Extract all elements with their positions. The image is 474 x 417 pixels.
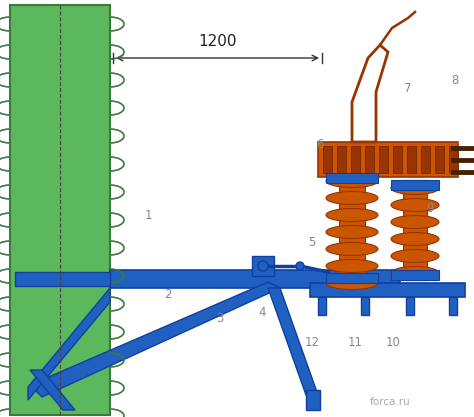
Ellipse shape	[326, 191, 378, 204]
Text: 4: 4	[258, 306, 266, 319]
Ellipse shape	[258, 261, 268, 271]
Ellipse shape	[391, 216, 439, 229]
Ellipse shape	[391, 266, 439, 279]
Polygon shape	[306, 390, 320, 410]
Text: 10: 10	[385, 336, 401, 349]
Text: 1: 1	[144, 208, 152, 221]
Ellipse shape	[326, 174, 378, 188]
Ellipse shape	[391, 198, 439, 211]
Polygon shape	[10, 5, 110, 415]
Ellipse shape	[391, 233, 439, 246]
Ellipse shape	[326, 259, 378, 272]
Polygon shape	[310, 283, 465, 297]
Polygon shape	[326, 273, 378, 283]
Text: 8: 8	[451, 73, 459, 86]
Text: 11: 11	[347, 336, 363, 349]
Polygon shape	[326, 173, 378, 183]
Text: 12: 12	[304, 336, 319, 349]
Polygon shape	[403, 180, 427, 280]
Polygon shape	[268, 288, 318, 395]
Polygon shape	[421, 146, 430, 173]
Text: forca.ru: forca.ru	[370, 397, 410, 407]
Text: 2: 2	[164, 289, 172, 301]
Polygon shape	[391, 180, 439, 190]
Polygon shape	[361, 297, 369, 315]
Text: 9: 9	[426, 201, 434, 214]
Polygon shape	[449, 146, 458, 173]
Polygon shape	[435, 146, 444, 173]
Polygon shape	[323, 146, 332, 173]
Text: 7: 7	[404, 81, 412, 95]
Text: 1200: 1200	[198, 34, 237, 49]
Polygon shape	[449, 297, 457, 315]
Polygon shape	[30, 370, 75, 410]
Polygon shape	[318, 297, 326, 315]
Polygon shape	[351, 146, 360, 173]
Polygon shape	[393, 146, 402, 173]
Ellipse shape	[391, 249, 439, 262]
Polygon shape	[318, 142, 458, 177]
Text: 3: 3	[216, 311, 224, 324]
Polygon shape	[379, 146, 388, 173]
Ellipse shape	[326, 208, 378, 221]
Ellipse shape	[326, 276, 378, 289]
Text: 6: 6	[316, 138, 324, 151]
Polygon shape	[15, 272, 110, 286]
Polygon shape	[28, 288, 110, 400]
Ellipse shape	[296, 262, 304, 270]
Polygon shape	[365, 146, 374, 173]
Ellipse shape	[326, 243, 378, 256]
Polygon shape	[252, 256, 274, 276]
Polygon shape	[110, 270, 400, 288]
Ellipse shape	[391, 181, 439, 194]
Polygon shape	[337, 146, 346, 173]
Ellipse shape	[326, 226, 378, 239]
Polygon shape	[30, 282, 280, 397]
Polygon shape	[339, 173, 365, 283]
Text: 5: 5	[308, 236, 316, 249]
Polygon shape	[391, 270, 439, 280]
Polygon shape	[407, 146, 416, 173]
Polygon shape	[406, 297, 414, 315]
